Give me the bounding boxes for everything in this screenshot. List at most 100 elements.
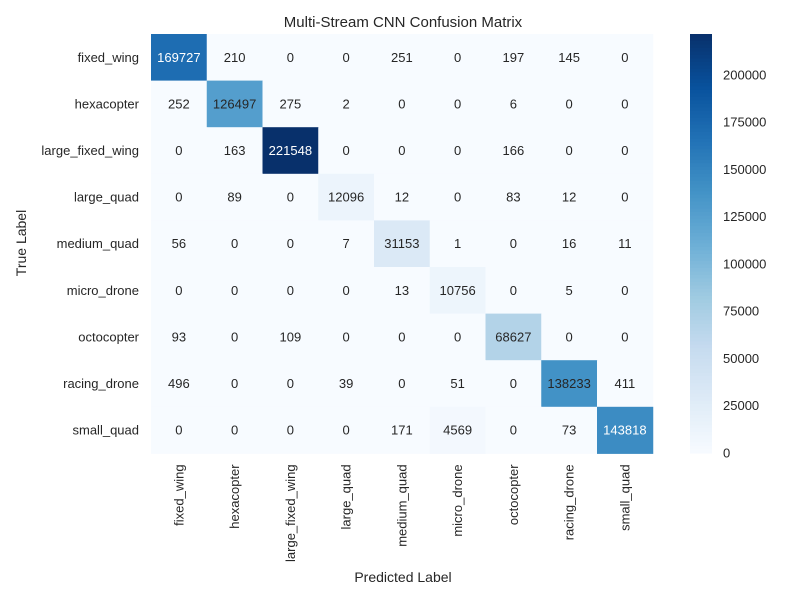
- colorbar-segment: [690, 131, 712, 136]
- colorbar-segment: [690, 330, 712, 335]
- heatmap-cell: [262, 406, 319, 454]
- y-tick-labels: fixed_wing hexacopter large_fixed_winglarg…: [41, 50, 139, 438]
- colorbar-segment: [690, 320, 712, 325]
- heatmap-cell: [318, 267, 375, 315]
- heatmap-cell: [374, 34, 431, 82]
- colorbar-segment: [690, 421, 712, 426]
- colorbar-segment: [690, 40, 712, 46]
- cell-value-label: 73: [562, 423, 576, 438]
- colorbar-segment: [690, 425, 712, 430]
- colorbar-segment: [690, 400, 712, 405]
- colorbar-segment: [690, 246, 712, 252]
- cell-value-label: 0: [175, 143, 182, 158]
- cell-value-label: 12: [395, 190, 409, 205]
- cell-value-label: 0: [175, 283, 182, 298]
- heatmap-cell: [541, 34, 598, 82]
- cell-value-label: 0: [343, 329, 350, 344]
- colorbar-segment: [690, 393, 712, 398]
- heatmap-cell: [374, 220, 431, 268]
- colorbar-segment: [690, 75, 712, 80]
- heatmap-cell: [151, 406, 208, 454]
- colorbar-segment: [690, 61, 712, 67]
- cell-value-label: 138233: [547, 376, 590, 391]
- heatmap-cell: [485, 127, 542, 175]
- colorbar-segment: [690, 411, 712, 416]
- heatmap-cell: [429, 313, 486, 361]
- heatmap-cell: [374, 127, 431, 175]
- colorbar-tick-label: 125000: [723, 209, 766, 224]
- y-tick-label: hexacopter: [75, 96, 140, 111]
- colorbar-segment: [690, 306, 712, 311]
- chart-title: Multi-Stream CNN Confusion Matrix: [284, 14, 523, 31]
- colorbar-segment: [690, 442, 712, 447]
- colorbar-segment: [690, 390, 712, 395]
- colorbar-segment: [690, 334, 712, 339]
- heatmap-cell: [318, 313, 375, 361]
- cell-value-label: 0: [566, 96, 573, 111]
- colorbar-segment: [690, 34, 712, 39]
- colorbar-segment: [690, 264, 712, 269]
- heatmap-cell: [485, 313, 542, 361]
- heatmap-cell: [485, 360, 542, 408]
- x-tick-labels: fixed_wing hexacopter large_fixed_wing larg…: [171, 464, 632, 562]
- x-axis-label: Predicted Label: [354, 569, 451, 585]
- cell-value-label: 0: [621, 50, 628, 65]
- colorbar-segment: [690, 355, 712, 360]
- colorbar-segment: [690, 362, 712, 367]
- cell-value-label: 39: [339, 376, 353, 391]
- heatmap-cell: [429, 267, 486, 315]
- heatmap-cell: [374, 80, 431, 128]
- heatmap-cell: [151, 173, 208, 221]
- cell-value-label: 0: [287, 283, 294, 298]
- cell-value-label: 83: [506, 190, 520, 205]
- colorbar-segment: [690, 376, 712, 381]
- colorbar-segment: [690, 198, 712, 203]
- cell-value-label: 0: [231, 236, 238, 251]
- cell-value-label: 51: [450, 376, 464, 391]
- colorbar-segment: [690, 149, 712, 154]
- colorbar-segment: [690, 240, 712, 245]
- heatmap-cell: [541, 313, 598, 361]
- y-tick-label: racing_drone: [63, 376, 139, 391]
- colorbar-segment: [690, 180, 712, 185]
- colorbar-segment: [690, 37, 712, 42]
- colorbar-segment: [690, 47, 712, 53]
- cell-value-label: 0: [621, 96, 628, 111]
- colorbar-segment: [690, 439, 712, 444]
- colorbar-segment: [690, 285, 712, 290]
- colorbar-segment: [690, 236, 712, 241]
- cell-value-label: 12096: [328, 190, 364, 205]
- colorbar-segment: [690, 292, 712, 297]
- cell-value-label: 0: [231, 283, 238, 298]
- heatmap-cell: [485, 406, 542, 454]
- cell-value-label: 0: [454, 329, 461, 344]
- cell-value-label: 0: [231, 376, 238, 391]
- cell-value-label: 68627: [495, 329, 531, 344]
- heatmap-cell: [151, 313, 208, 361]
- colorbar-segment: [690, 100, 712, 105]
- cell-value-label: 221548: [269, 143, 312, 158]
- cell-value-label: 0: [343, 283, 350, 298]
- colorbar-segment: [690, 205, 712, 210]
- cell-value-label: 0: [510, 423, 517, 438]
- y-tick-label: fixed_wing: [78, 50, 139, 65]
- heatmap-cell: [541, 360, 598, 408]
- colorbar-segment: [690, 341, 712, 346]
- heatmap-cell: [485, 34, 542, 82]
- colorbar-segment: [690, 145, 712, 150]
- colorbar-tick-label: 150000: [723, 162, 766, 177]
- colorbar-segment: [690, 156, 712, 161]
- colorbar-segment: [690, 54, 712, 60]
- colorbar-segment: [690, 414, 712, 419]
- heatmap-cell: [151, 267, 208, 315]
- colorbar-segment: [690, 166, 712, 171]
- heatmap-cell: [541, 267, 598, 315]
- heatmap-cell: [485, 267, 542, 315]
- heatmap-cell: [429, 34, 486, 82]
- y-tick-label: large_fixed_wing: [41, 143, 139, 158]
- colorbar-segment: [690, 72, 712, 77]
- heatmap-cell: [597, 34, 654, 82]
- colorbar-segment: [690, 295, 712, 300]
- cell-value-label: 0: [398, 329, 405, 344]
